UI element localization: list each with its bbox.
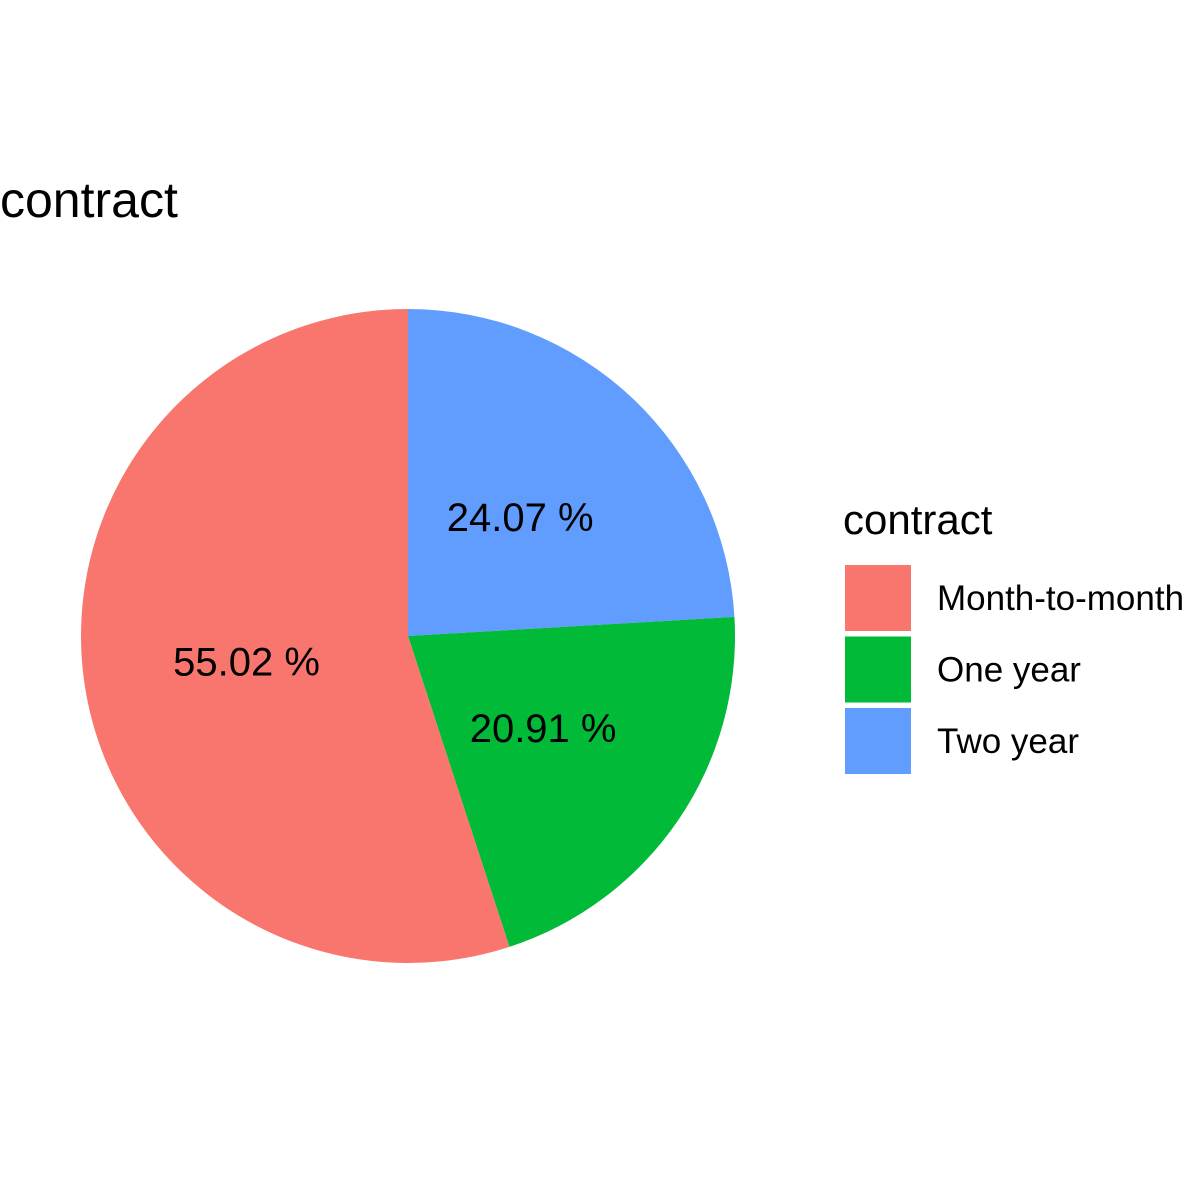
pie-slice-labels: 24.07 % 20.91 % 55.02 % — [173, 496, 616, 751]
legend-items: Month-to-month One year Two year — [845, 565, 1184, 774]
slice-label-month-to-month: 55.02 % — [173, 641, 320, 685]
legend-label-one-year: One year — [937, 651, 1081, 690]
pie-slice-one-year — [408, 616, 735, 947]
legend-label-month-to-month: Month-to-month — [937, 579, 1184, 618]
legend-key-month-to-month — [845, 565, 911, 631]
legend-key-one-year — [845, 636, 911, 703]
legend-label-two-year: Two year — [937, 722, 1079, 761]
slice-label-two-year: 24.07 % — [447, 496, 594, 540]
pie-slice-month-to-month — [81, 309, 510, 963]
slice-label-one-year: 20.91 % — [470, 707, 617, 751]
legend-key-two-year — [845, 708, 911, 774]
pie-slices — [81, 309, 735, 963]
legend-title: contract — [843, 496, 993, 543]
chart-title: contract — [0, 172, 178, 228]
legend: contract Month-to-month One year Two year — [843, 496, 1184, 774]
pie-slice-two-year — [408, 309, 735, 636]
